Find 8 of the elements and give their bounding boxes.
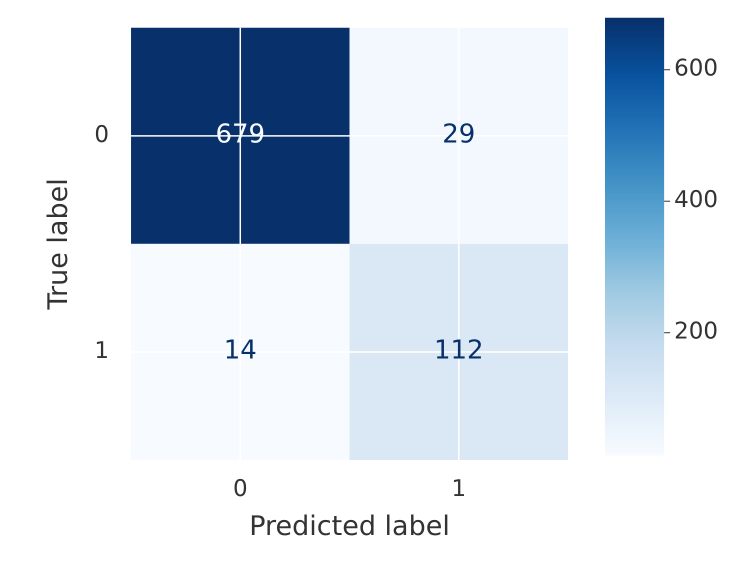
y-axis-title: True label — [43, 178, 74, 311]
color-bar-label: 400 — [674, 187, 718, 214]
x-axis-title: Predicted label — [249, 510, 450, 542]
color-bar-label: 200 — [674, 318, 718, 345]
data-label: 29 — [442, 120, 476, 150]
data-label: 112 — [434, 336, 484, 366]
color-bar-label: 600 — [674, 56, 718, 82]
data-label: 14 — [224, 336, 257, 366]
